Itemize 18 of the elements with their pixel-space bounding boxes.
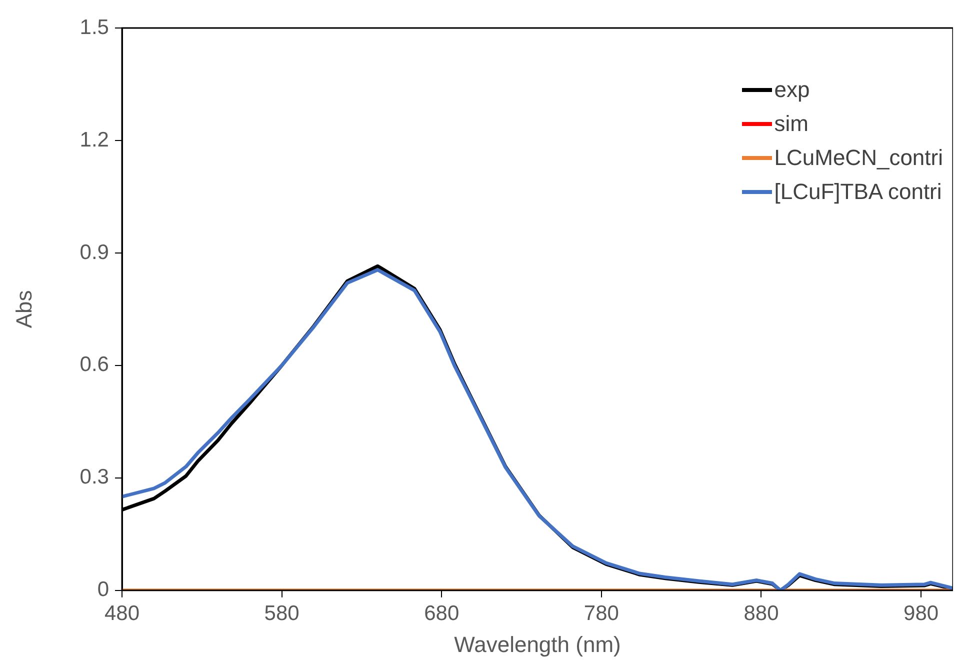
x-tick-label: 480 <box>104 602 140 625</box>
x-axis-title: Wavelength (nm) <box>454 632 621 657</box>
legend-label: [LCuF]TBA contri <box>774 178 942 206</box>
legend-label: exp <box>774 76 810 104</box>
y-tick-label: 1.5 <box>80 16 109 39</box>
y-tick-label: 1.2 <box>80 128 109 152</box>
x-tick-label: 680 <box>424 602 460 625</box>
y-tick-label: 0 <box>97 578 109 602</box>
legend-label: sim <box>774 110 808 138</box>
legend-label: LCuMeCN_contri <box>774 144 943 172</box>
y-tick-label: 0.6 <box>80 353 109 376</box>
y-axis-title: Abs <box>11 290 36 328</box>
x-tick-label: 580 <box>264 602 300 625</box>
y-tick-label: 0.9 <box>80 240 109 264</box>
x-tick-label: 980 <box>904 602 939 625</box>
x-tick-label: 780 <box>584 602 619 625</box>
x-tick-label: 880 <box>744 602 779 625</box>
y-tick-label: 0.3 <box>80 466 109 489</box>
